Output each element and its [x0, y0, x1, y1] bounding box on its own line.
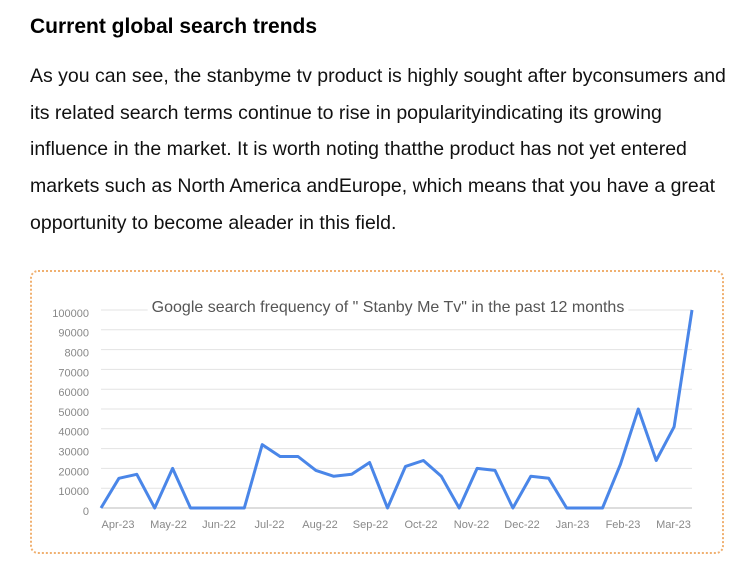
title-background [147, 299, 629, 317]
y-tick-label: 30000 [58, 447, 89, 459]
x-tick-label: Sep-22 [353, 519, 388, 531]
y-tick-label: 8000 [65, 348, 89, 360]
x-tick-label: Mar-23 [656, 519, 691, 531]
y-tick-label: 0 [83, 506, 89, 518]
x-tick-label: Feb-23 [606, 519, 641, 531]
x-tick-label: Jan-23 [556, 519, 590, 531]
chart-frame [30, 270, 724, 554]
y-tick-label: 10000 [58, 486, 89, 498]
x-tick-label: Dec-22 [504, 519, 539, 531]
x-tick-label: Nov-22 [454, 519, 489, 531]
heading: Current global search trends [30, 15, 318, 38]
x-tick-label: Aug-22 [302, 519, 337, 531]
x-tick-label: Apr-23 [101, 519, 134, 531]
x-tick-label: Jun-22 [202, 519, 236, 531]
y-tick-label: 70000 [58, 367, 89, 379]
x-tick-label: Jul-22 [255, 519, 285, 531]
x-tick-label: May-22 [150, 519, 187, 531]
y-tick-label: 60000 [58, 387, 89, 399]
y-tick-label: 20000 [58, 466, 89, 478]
y-tick-label: 90000 [58, 328, 89, 340]
y-tick-label: 100000 [52, 308, 89, 320]
line-series [99, 309, 694, 510]
x-tick-label: Oct-22 [404, 519, 437, 531]
y-tick-label: 50000 [58, 407, 89, 419]
chart-title: Google search frequency of " Stanby Me T… [152, 299, 625, 316]
paragraph: As you can see, the stanbyme tv product … [30, 65, 726, 234]
y-tick-label: 40000 [58, 427, 89, 439]
